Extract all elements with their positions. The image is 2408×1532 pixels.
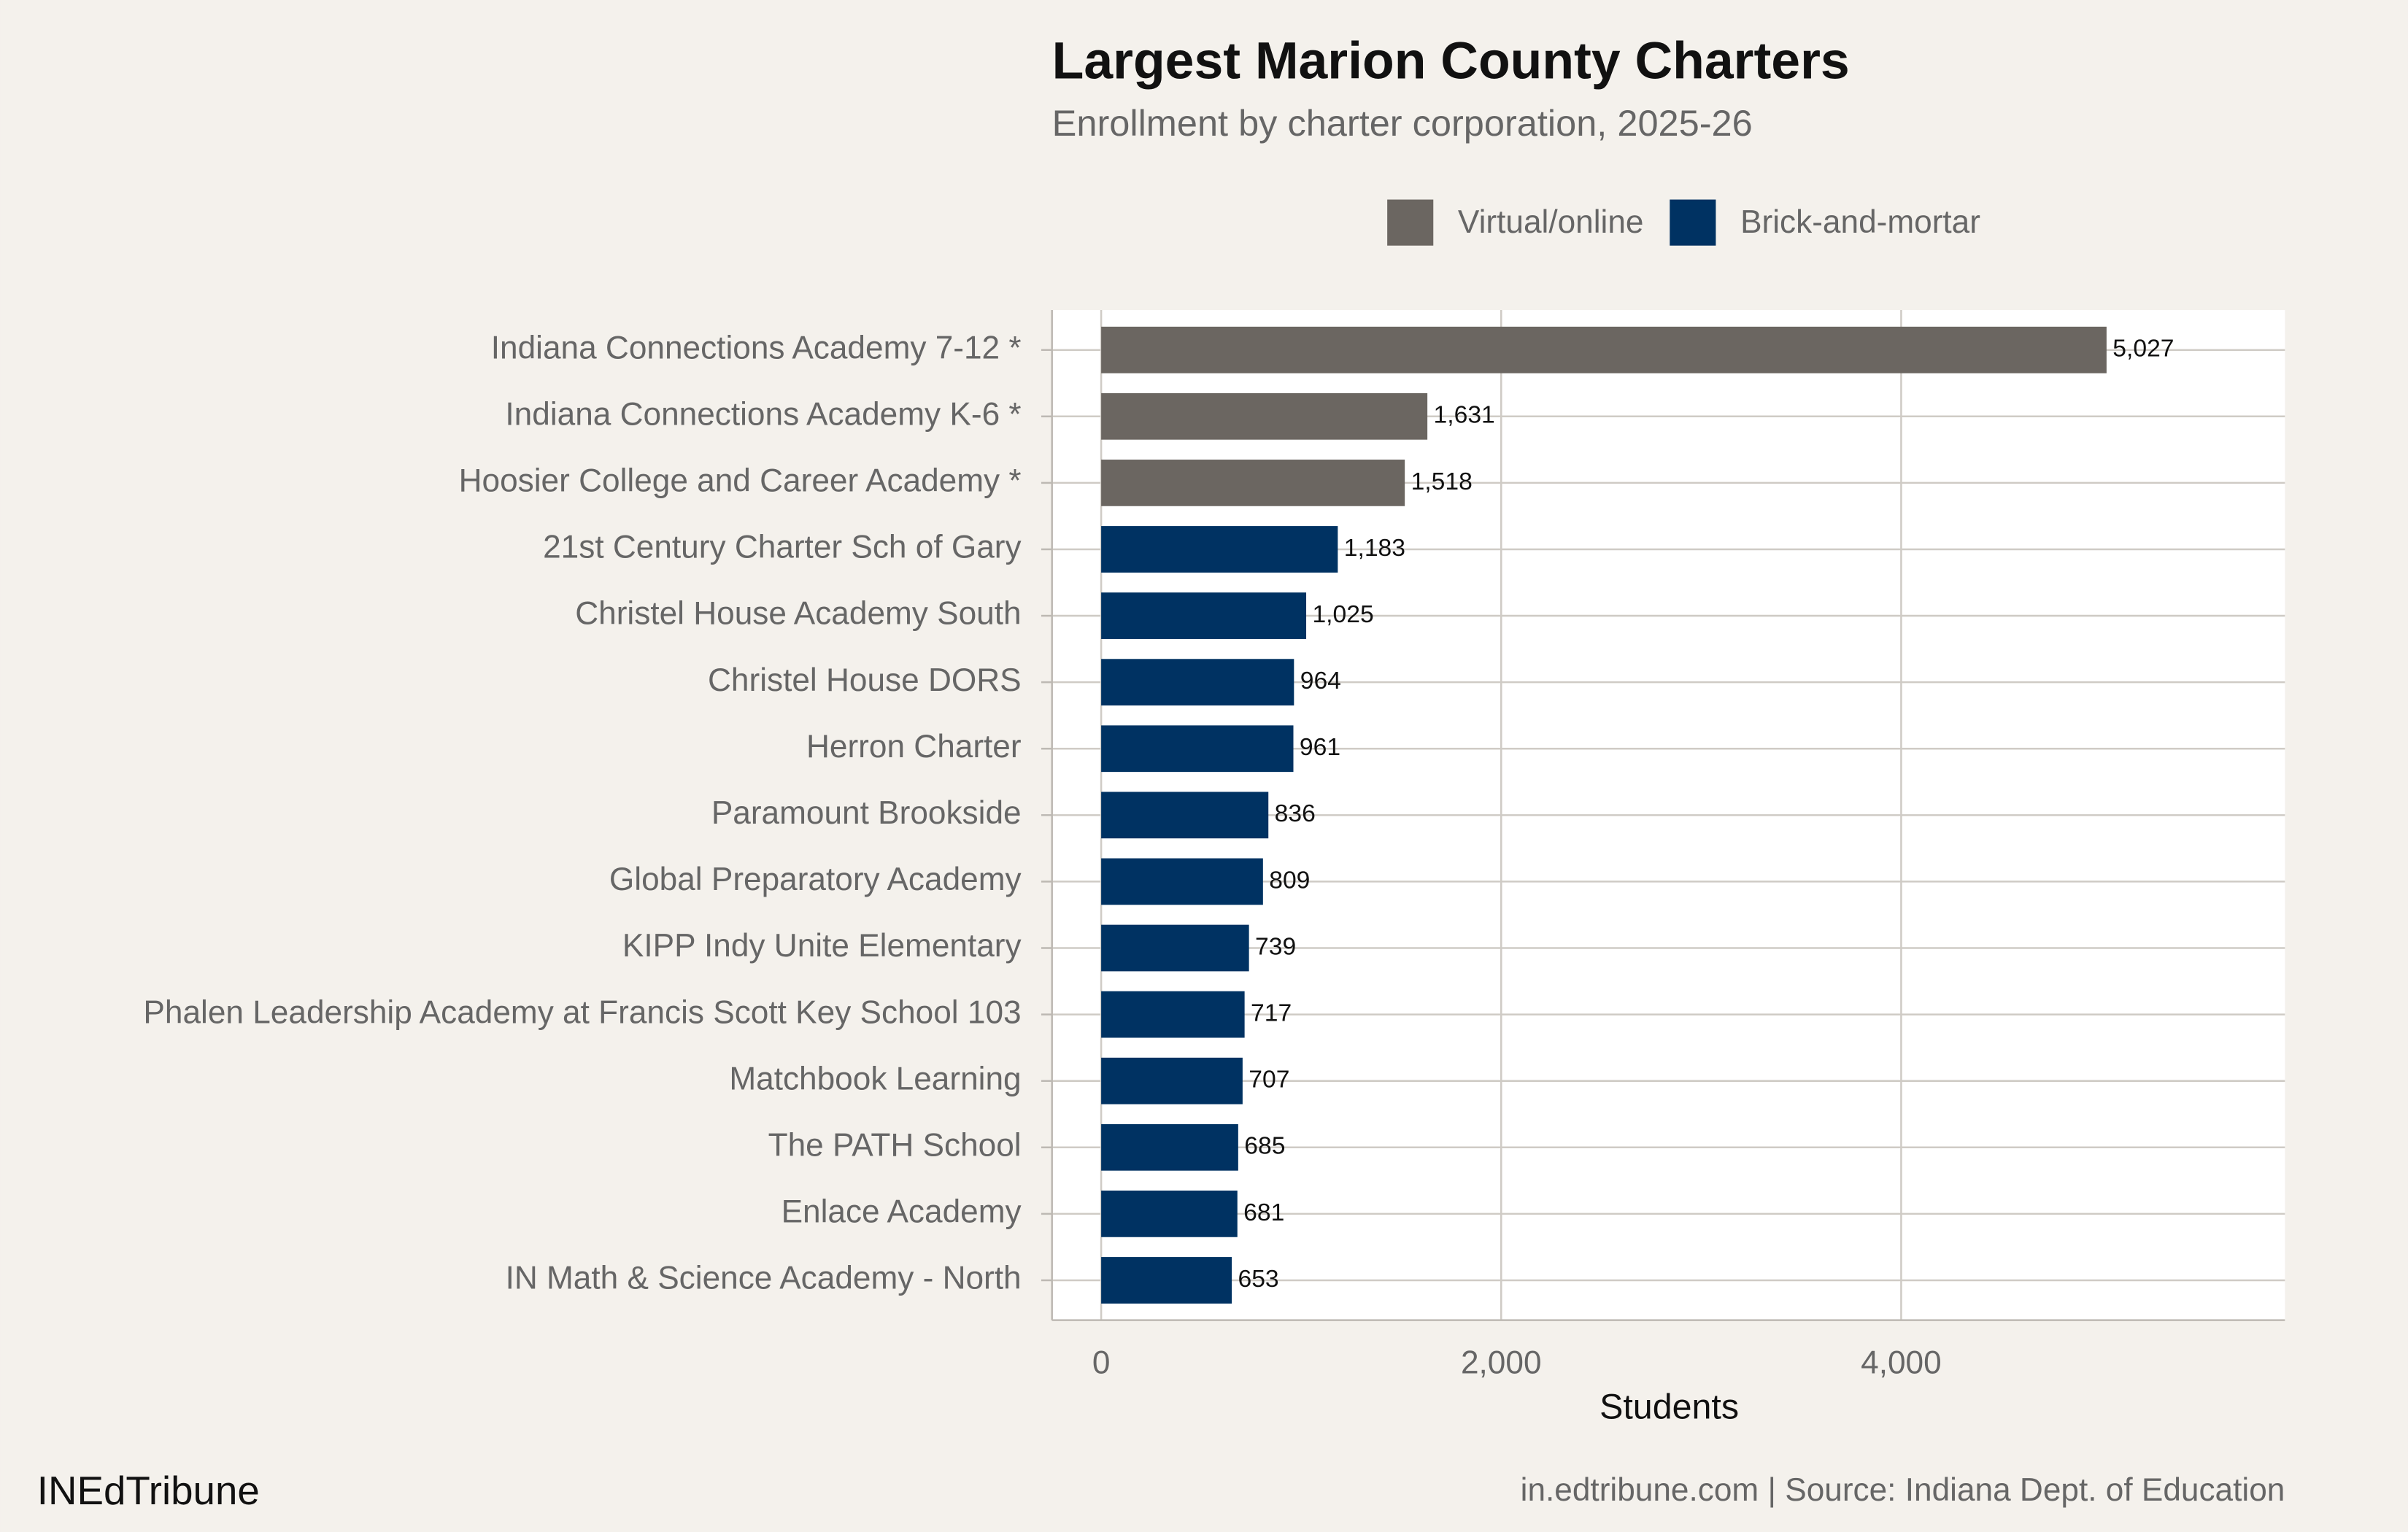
legend-item: Virtual/online [1387,199,1644,246]
y-tick-label: Global Preparatory Academy [609,862,1022,897]
bar [1101,792,1269,839]
x-tick-label: 4,000 [1861,1345,1942,1380]
x-tick-label: 0 [1092,1345,1111,1380]
legend-swatch [1670,199,1716,246]
bar [1101,1257,1232,1304]
y-tick-label: Indiana Connections Academy 7-12 * [491,330,1022,365]
legend-item: Brick-and-mortar [1670,199,1980,246]
value-label: 681 [1243,1199,1284,1226]
y-tick-label: The PATH School [768,1127,1022,1163]
bar [1101,1123,1238,1171]
value-label: 836 [1275,800,1316,827]
bar [1101,326,2107,374]
bar [1101,725,1294,773]
value-label: 1,518 [1411,468,1473,495]
legend-swatch [1387,199,1434,246]
value-label: 1,631 [1434,402,1495,429]
y-tick-label: Enlace Academy [782,1194,1022,1230]
y-tick-label: Paramount Brookside [711,795,1022,831]
value-label: 707 [1249,1067,1289,1094]
y-tick-label: Herron Charter [806,729,1022,765]
y-tick-label: Christel House Academy South [575,596,1021,632]
value-label: 653 [1238,1266,1278,1293]
legend-label: Virtual/online [1458,204,1644,240]
value-label: 1,025 [1312,601,1373,628]
x-tick-label: 2,000 [1461,1345,1542,1380]
bar [1101,460,1405,506]
x-axis-title: Students [1599,1387,1739,1426]
y-tick-label: Phalen Leadership Academy at Francis Sco… [143,994,1021,1030]
bar [1101,659,1294,706]
bar [1101,526,1338,573]
bar [1101,592,1307,639]
legend: Virtual/online Brick-and-mortar [1387,199,1980,246]
value-label: 685 [1244,1133,1285,1160]
bar [1101,1190,1238,1237]
caption-left: INEdTribune [37,1468,260,1513]
value-label: 5,027 [2112,336,2174,363]
value-label: 1,183 [1344,535,1405,562]
value-label: 809 [1269,867,1310,894]
y-tick-label: Matchbook Learning [729,1061,1021,1096]
marks: 5,027 1,631 1,518 1,183 1,025 964 961 836 809 739… [1101,326,2174,1304]
bar [1101,392,1428,440]
chart-subtitle: Enrollment by charter corporation, 2025-… [1052,102,1753,144]
y-tick-label: KIPP Indy Unite Elementary [622,928,1022,964]
value-label: 964 [1300,668,1341,695]
chart-title: Largest Marion County Charters [1052,31,1850,90]
bar [1101,858,1263,905]
y-tick-label: Christel House DORS [708,662,1022,698]
caption-right: in.edtribune.com | Source: Indiana Dept.… [1521,1472,2285,1508]
value-label: 739 [1255,933,1296,960]
bar [1101,1057,1243,1104]
bar [1101,924,1249,972]
value-label: 961 [1300,734,1340,761]
y-tick-label: IN Math & Science Academy - North [506,1261,1022,1296]
legend-label: Brick-and-mortar [1740,204,1980,240]
y-tick-label: Hoosier College and Career Academy * [459,463,1022,499]
bar [1101,991,1245,1038]
value-label: 717 [1251,999,1292,1026]
y-tick-label: Indiana Connections Academy K-6 * [505,396,1021,432]
y-tick-label: 21st Century Charter Sch of Gary [543,530,1021,565]
